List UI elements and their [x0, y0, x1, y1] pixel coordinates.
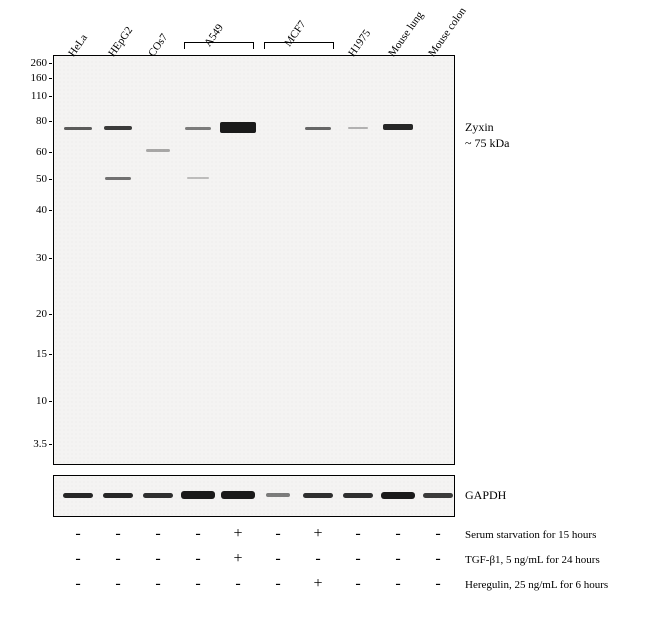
lane-label: Mouse lung — [386, 9, 426, 59]
mw-dash — [49, 152, 52, 153]
mw-marker: 10 — [17, 395, 47, 407]
treatment-symbol: - — [68, 575, 88, 593]
treatment-symbol: - — [188, 525, 208, 543]
treatment-symbol: - — [108, 575, 128, 593]
treatment-symbol: - — [68, 525, 88, 543]
gapdh-band — [266, 493, 290, 497]
blot-band — [220, 122, 256, 133]
treatment-symbol: - — [148, 575, 168, 593]
gapdh-label: GAPDH — [465, 488, 506, 503]
blot-band — [64, 127, 92, 130]
treatment-label: Serum starvation for 15 hours — [465, 529, 596, 541]
mw-dash — [49, 121, 52, 122]
treatment-symbol: - — [68, 550, 88, 568]
blot-band — [305, 127, 331, 130]
mw-dash — [49, 444, 52, 445]
lane-label: HEpG2 — [106, 25, 135, 59]
treatment-symbol: - — [348, 575, 368, 593]
gapdh-band — [63, 493, 93, 498]
blot-band — [104, 126, 132, 130]
mw-marker: 260 — [17, 57, 47, 69]
treatment-symbol: - — [388, 550, 408, 568]
mw-dash — [49, 78, 52, 79]
treatment-symbol: - — [308, 550, 328, 568]
mw-marker: 30 — [17, 252, 47, 264]
gapdh-band — [143, 493, 173, 498]
treatment-label: TGF-β1, 5 ng/mL for 24 hours — [465, 554, 600, 566]
treatment-symbol: - — [188, 575, 208, 593]
treatment-symbol: - — [108, 550, 128, 568]
gapdh-band — [381, 492, 415, 499]
mw-dash — [49, 258, 52, 259]
treatment-symbol: - — [428, 550, 448, 568]
mw-marker: 15 — [17, 348, 47, 360]
mw-marker: 160 — [17, 72, 47, 84]
blot-band — [105, 177, 131, 180]
treatment-symbol: - — [268, 550, 288, 568]
treatment-symbol: - — [188, 550, 208, 568]
treatment-symbol: - — [348, 550, 368, 568]
lane-bracket — [264, 42, 334, 49]
mw-dash — [49, 314, 52, 315]
target-name: Zyxin — [465, 120, 494, 135]
treatment-symbol: - — [348, 525, 368, 543]
treatment-symbol: + — [228, 525, 248, 543]
treatment-symbol: - — [268, 575, 288, 593]
blot-band — [383, 124, 413, 130]
gapdh-band — [423, 493, 453, 498]
mw-dash — [49, 179, 52, 180]
mw-dash — [49, 401, 52, 402]
treatment-symbol: - — [388, 575, 408, 593]
target-size: ~ 75 kDa — [465, 136, 509, 151]
mw-marker: 80 — [17, 115, 47, 127]
main-blot — [53, 55, 455, 465]
treatment-symbol: + — [308, 525, 328, 543]
blot-band — [146, 149, 170, 152]
treatment-symbol: - — [388, 525, 408, 543]
treatment-symbol: - — [428, 575, 448, 593]
treatment-symbol: + — [228, 550, 248, 568]
mw-dash — [49, 63, 52, 64]
figure-root: HeLaHEpG2COs7H1975Mouse lungMouse colonA… — [0, 0, 650, 622]
blot-band — [348, 127, 368, 129]
treatment-symbol: - — [148, 550, 168, 568]
treatment-symbol: - — [148, 525, 168, 543]
lane-bracket — [184, 42, 254, 49]
mw-marker: 50 — [17, 173, 47, 185]
mw-dash — [49, 210, 52, 211]
treatment-symbol: - — [268, 525, 288, 543]
gapdh-band — [221, 491, 255, 499]
lane-label: Mouse colon — [426, 5, 469, 59]
treatment-symbol: - — [428, 525, 448, 543]
mw-dash — [49, 96, 52, 97]
gapdh-band — [103, 493, 133, 498]
mw-dash — [49, 354, 52, 355]
blot-band — [185, 127, 211, 130]
treatment-symbol: - — [228, 575, 248, 593]
mw-marker: 60 — [17, 146, 47, 158]
gapdh-band — [181, 491, 215, 499]
mw-marker: 3.5 — [17, 438, 47, 450]
gapdh-band — [343, 493, 373, 498]
treatment-symbol: - — [108, 525, 128, 543]
treatment-symbol: + — [308, 575, 328, 593]
blot-band — [187, 177, 209, 179]
mw-marker: 20 — [17, 308, 47, 320]
mw-marker: 110 — [17, 90, 47, 102]
treatment-label: Heregulin, 25 ng/mL for 6 hours — [465, 579, 608, 591]
gapdh-band — [303, 493, 333, 498]
mw-marker: 40 — [17, 204, 47, 216]
